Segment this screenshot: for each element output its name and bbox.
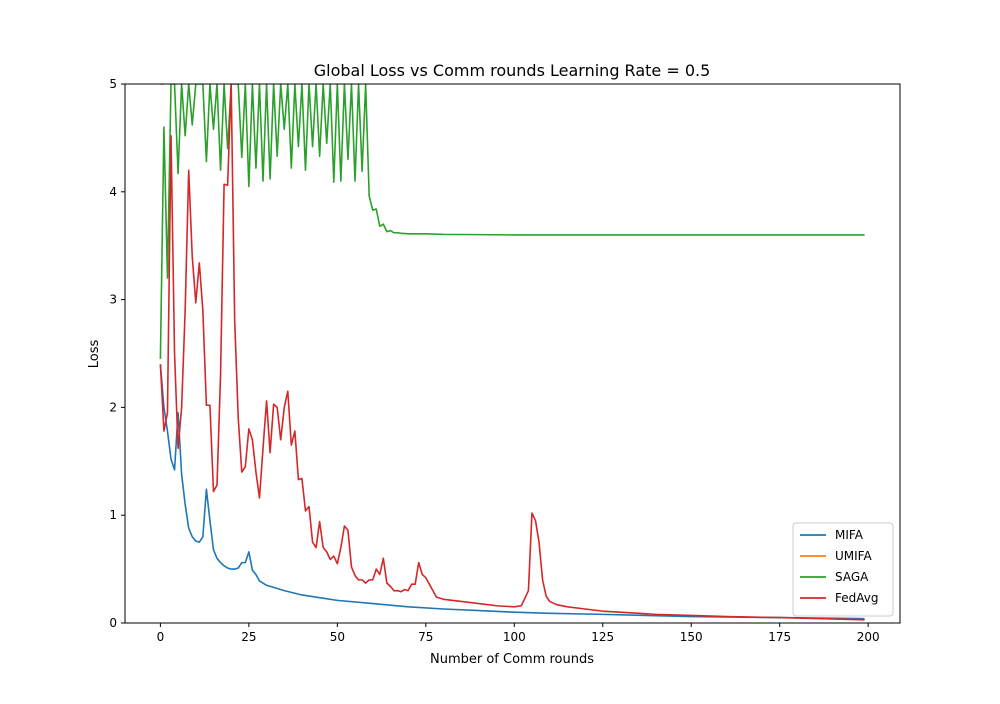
x-tick-label: 150	[680, 630, 703, 644]
x-tick-label: 200	[857, 630, 880, 644]
y-tick-label: 5	[109, 77, 117, 91]
y-tick-label: 1	[109, 508, 117, 522]
legend-label-mifa: MIFA	[835, 528, 864, 542]
plot-frame	[124, 83, 901, 624]
y-axis-label: Loss	[87, 340, 102, 369]
y-tick-label: 2	[109, 400, 117, 414]
legend-label-fedavg: FedAvg	[835, 591, 878, 605]
y-tick-label: 3	[109, 293, 117, 307]
chart-title: Global Loss vs Comm rounds Learning Rate…	[314, 61, 711, 80]
series-line-fedavg	[159, 84, 865, 621]
plot-area	[159, 84, 865, 621]
legend-box	[792, 522, 894, 617]
x-tick-label: 175	[768, 630, 791, 644]
legend-label-umifa: UMIFA	[835, 549, 872, 563]
x-tick-label: 75	[418, 630, 433, 644]
x-tick-label: 0	[157, 630, 165, 644]
series-line-mifa	[159, 364, 865, 620]
x-tick-label: 100	[503, 630, 526, 644]
y-tick-label: 0	[109, 616, 117, 630]
x-tick-label: 125	[591, 630, 614, 644]
axes: 0 25 50 75 100 125 150 175 200 0 1 2 3 4 5	[109, 77, 879, 644]
x-tick-label: 50	[330, 630, 345, 644]
x-axis-label: Number of Comm rounds	[430, 652, 594, 667]
y-tick-label: 4	[109, 185, 117, 199]
x-tick-label: 25	[241, 630, 256, 644]
series-line-saga	[159, 84, 865, 359]
legend-label-saga: SAGA	[835, 570, 869, 584]
legend: MIFA UMIFA SAGA FedAvg	[792, 522, 894, 617]
